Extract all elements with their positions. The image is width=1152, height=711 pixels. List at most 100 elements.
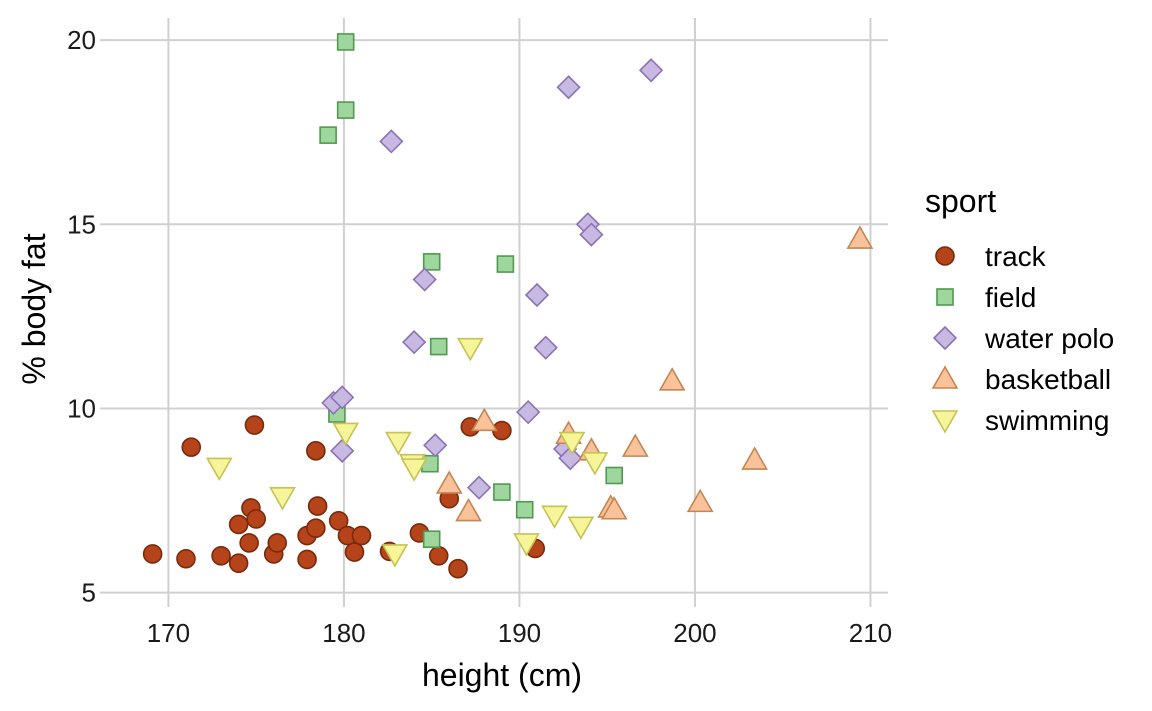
legend-key [931, 365, 959, 389]
data-point [319, 126, 337, 144]
x-tick-label: 170 [147, 618, 190, 648]
data-point [516, 400, 541, 425]
series-water-polo [321, 58, 664, 500]
data-point [493, 483, 511, 501]
data-point [741, 446, 768, 470]
data-point [267, 533, 288, 553]
legend: sport track field water polo basketball swim… [925, 183, 1114, 436]
legend-title: sport [925, 183, 996, 219]
data-point [379, 129, 404, 154]
data-point [435, 470, 463, 494]
data-point [332, 422, 360, 447]
y-tick-label: 15 [67, 209, 96, 239]
legend-item-swimming: swimming [931, 405, 1109, 436]
data-point [228, 553, 249, 573]
data-point [558, 431, 586, 456]
data-point [456, 337, 484, 362]
legend-label: swimming [985, 405, 1109, 436]
data-point [638, 58, 664, 83]
data-point [558, 446, 583, 471]
x-tick-label: 200 [673, 618, 716, 648]
data-point [686, 488, 714, 513]
x-axis-title: height (cm) [422, 657, 582, 693]
legend-item-track: track [935, 241, 1047, 272]
data-point [605, 466, 624, 485]
data-point [142, 544, 163, 564]
data-point [567, 516, 595, 540]
data-point [470, 407, 498, 432]
data-point [344, 542, 365, 562]
data-point [297, 549, 317, 570]
data-point [455, 497, 482, 522]
data-point [422, 530, 441, 549]
data-point [176, 548, 196, 569]
series-swimming [205, 337, 609, 568]
x-tick-label: 190 [498, 618, 541, 648]
legend-item-water-polo: water polo [932, 323, 1114, 354]
data-point [211, 545, 231, 566]
data-point [402, 330, 427, 355]
series-track [142, 415, 546, 579]
data-point [556, 75, 581, 100]
data-point [513, 533, 540, 557]
data-point [330, 385, 355, 410]
x-tick-label: 210 [849, 618, 892, 648]
data-point [846, 225, 874, 249]
data-point [269, 487, 296, 511]
data-points [142, 33, 874, 579]
data-point [351, 525, 372, 546]
data-point [330, 438, 355, 463]
legend-key [935, 246, 955, 266]
data-point [581, 452, 609, 476]
data-point [579, 222, 604, 247]
legend-key [932, 325, 958, 351]
legend-label: track [985, 241, 1047, 272]
y-axis-title: % body fat [16, 233, 52, 384]
data-point [423, 433, 448, 458]
data-point [515, 500, 534, 519]
y-tick-label: 20 [67, 25, 96, 55]
data-point [422, 253, 441, 271]
data-point [381, 544, 409, 568]
legend-label: water polo [984, 323, 1114, 354]
legend-label: basketball [985, 364, 1111, 395]
data-point [307, 496, 328, 516]
data-point [600, 496, 628, 520]
legend-label: field [985, 282, 1036, 313]
x-tick-label: 180 [322, 618, 365, 648]
data-point [228, 514, 249, 535]
data-point [306, 441, 326, 461]
legend-items: track field water polo basketball swimming [931, 241, 1114, 436]
data-point [384, 431, 412, 456]
series-field [319, 33, 624, 549]
data-point [205, 457, 233, 482]
data-point [429, 337, 448, 356]
data-point [336, 101, 355, 119]
data-point [658, 367, 686, 391]
data-point [244, 415, 265, 435]
data-point [306, 518, 326, 538]
data-point [448, 558, 468, 579]
data-point [336, 33, 355, 51]
y-tick-label: 5 [82, 578, 96, 608]
grid-lines [107, 18, 888, 600]
data-point [524, 282, 550, 308]
legend-item-field: field [936, 282, 1036, 313]
data-point [466, 475, 492, 500]
legend-key [931, 410, 959, 434]
data-point [428, 545, 449, 566]
data-point [239, 533, 259, 553]
data-point [181, 437, 202, 457]
legend-key [936, 288, 954, 306]
y-tick-label: 10 [67, 393, 96, 423]
tick-labels: 170 180 190 200 210 5 10 15 20 [67, 25, 892, 648]
axis-ticks [100, 39, 872, 607]
data-point [541, 505, 568, 529]
legend-item-basketball: basketball [931, 364, 1111, 395]
data-point [496, 255, 515, 273]
data-point [533, 335, 558, 360]
data-point [412, 267, 437, 292]
data-point [621, 433, 649, 457]
data-point [400, 458, 428, 482]
data-point [246, 509, 266, 529]
